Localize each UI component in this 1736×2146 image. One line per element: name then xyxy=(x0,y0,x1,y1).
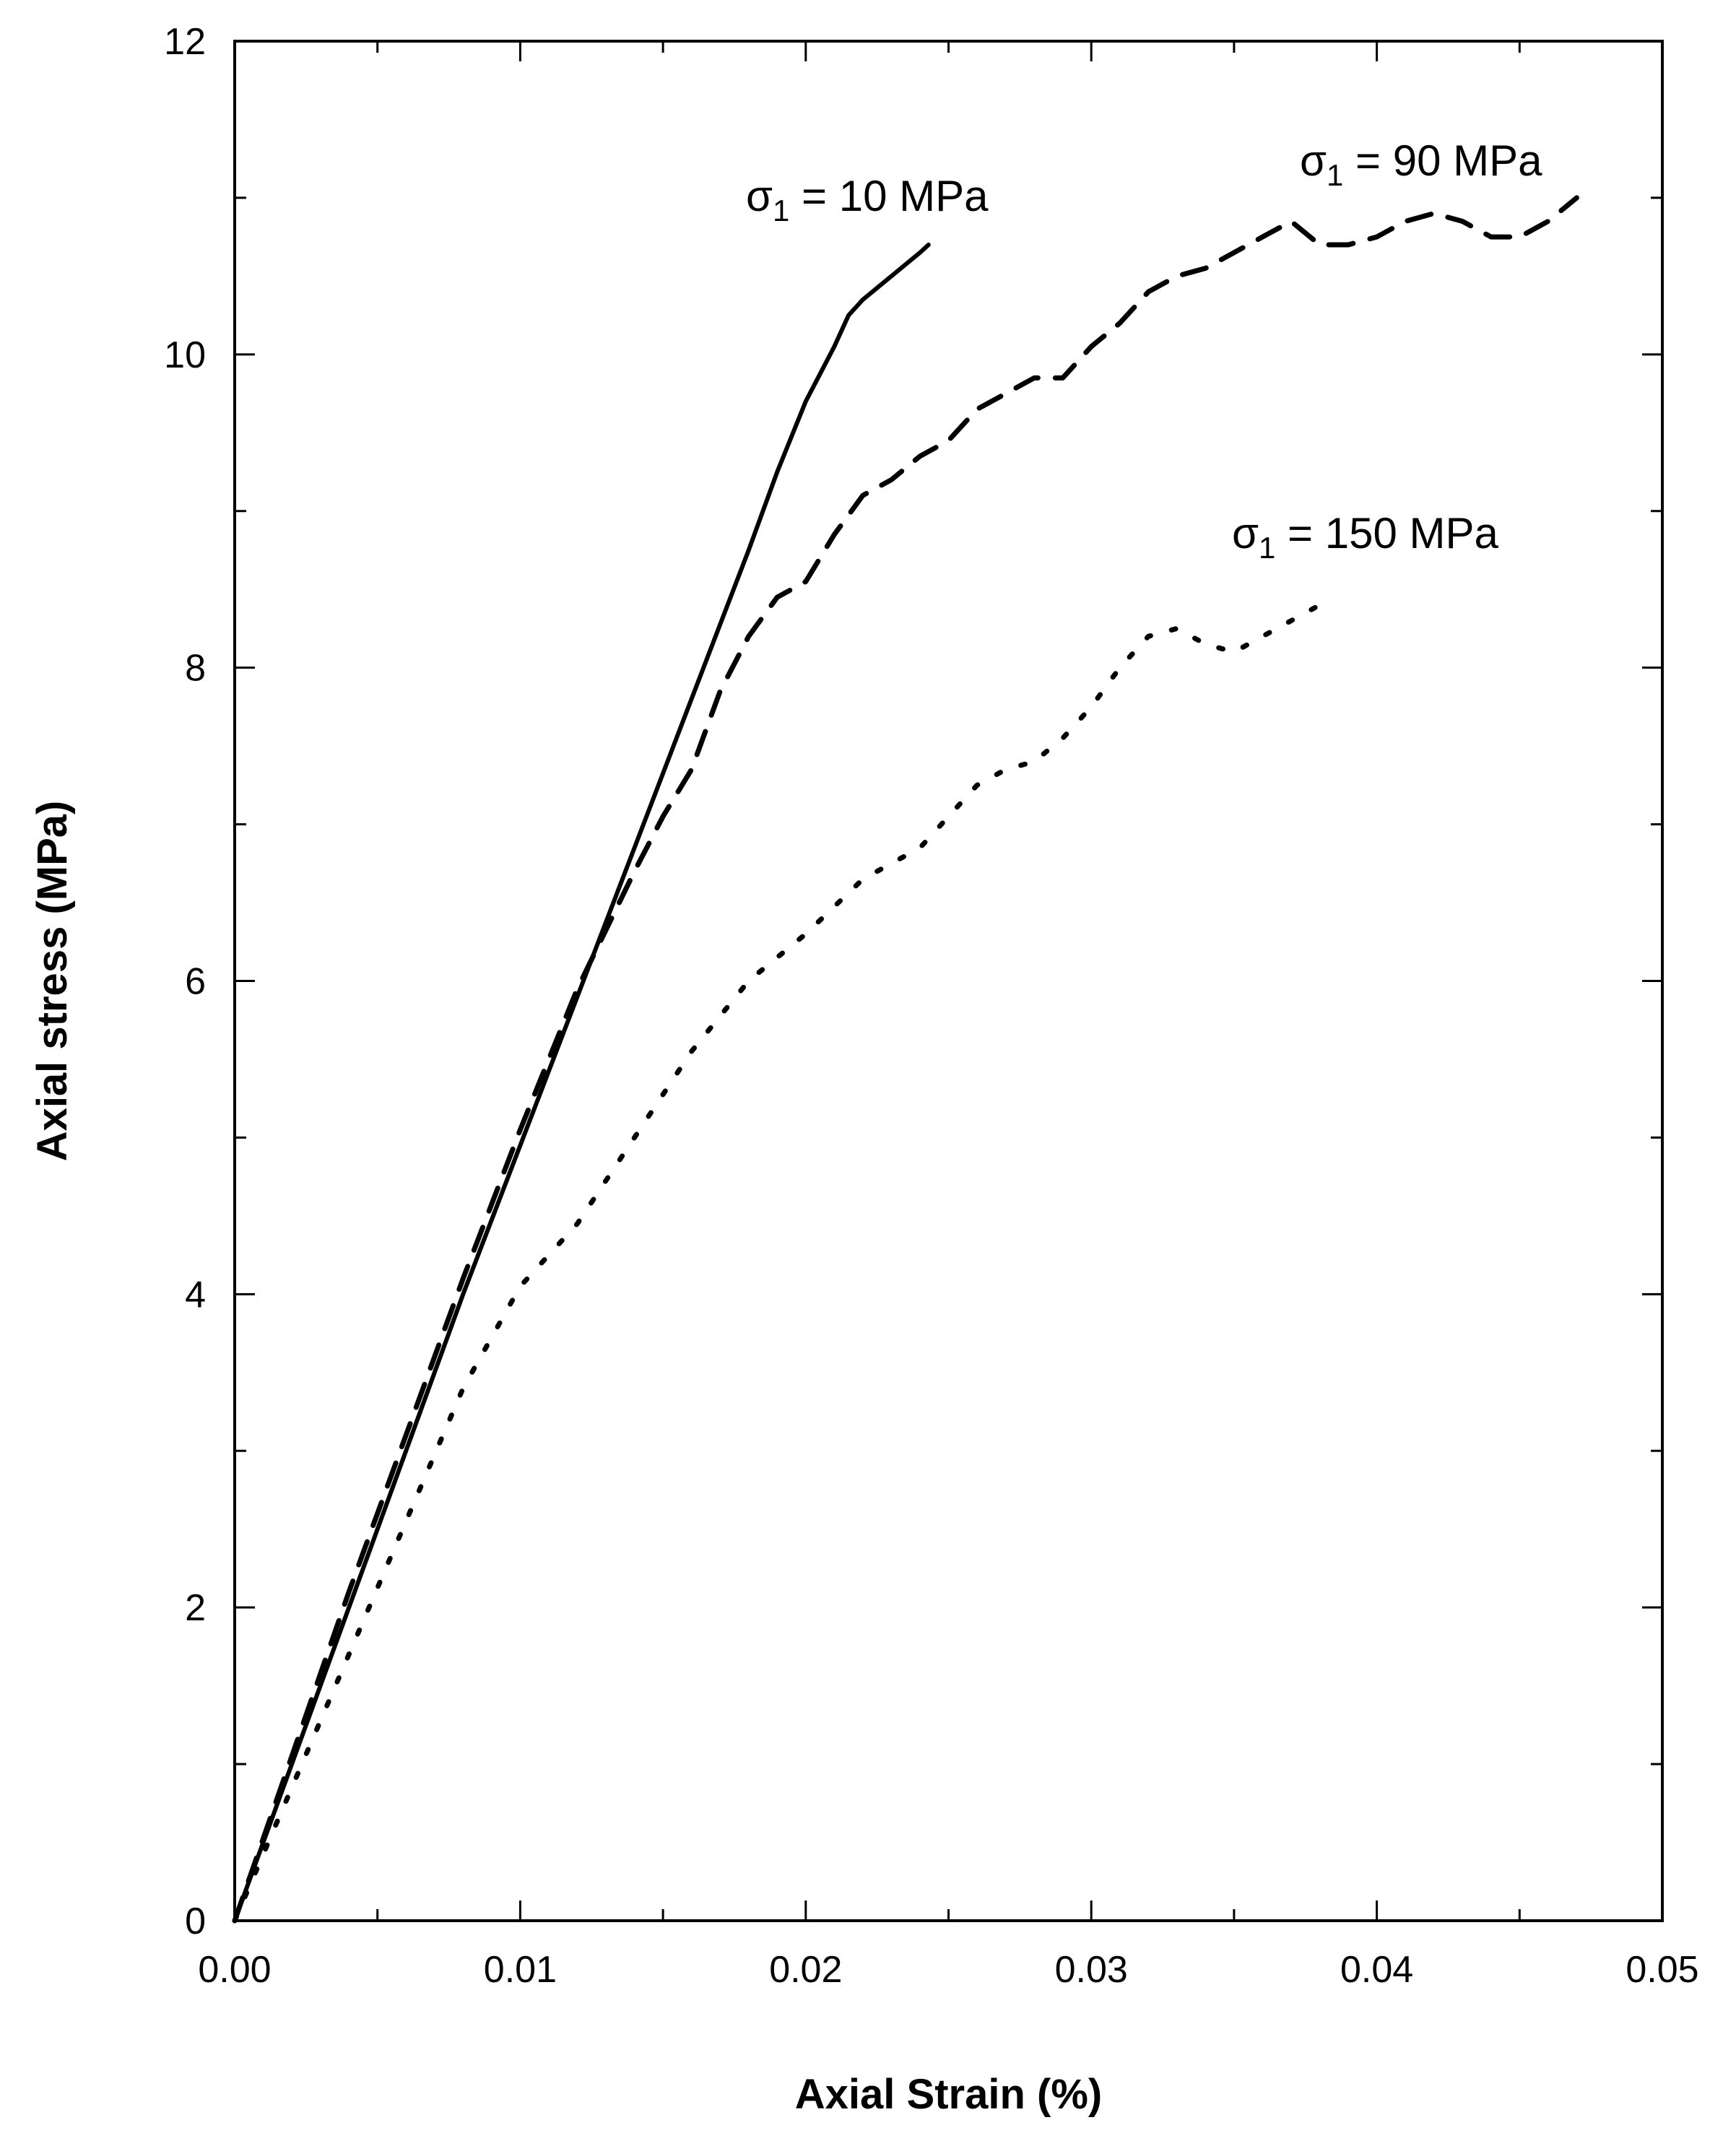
annotation-sigma-10: σ1 = 10 MPa xyxy=(746,172,989,227)
y-tick-label: 0 xyxy=(185,1900,206,1942)
tick-layer xyxy=(233,40,1664,1922)
x-axis-title: Axial Strain (%) xyxy=(795,2071,1102,2118)
y-tick-label: 4 xyxy=(185,1274,206,1316)
x-tick-label: 0.04 xyxy=(1340,1949,1413,1991)
series-line-2 xyxy=(232,594,1337,1924)
plot-frame xyxy=(233,40,1664,1922)
y-tick-label: 8 xyxy=(185,648,206,690)
annotation-sigma-150: σ1 = 150 MPa xyxy=(1232,509,1499,565)
series-line-0 xyxy=(233,243,931,1923)
y-tick-label: 2 xyxy=(185,1587,206,1629)
series-line-1 xyxy=(232,195,1579,1924)
x-tick-label: 0.03 xyxy=(1055,1949,1128,1991)
x-tick-label: 0.05 xyxy=(1626,1949,1698,1991)
y-tick-label: 10 xyxy=(164,334,206,376)
y-tick-label: 6 xyxy=(185,961,206,1003)
y-tick-label: 12 xyxy=(164,21,206,63)
x-tick-label: 0.01 xyxy=(484,1949,557,1991)
series-layer xyxy=(232,195,1579,1924)
x-tick-label: 0.00 xyxy=(198,1949,271,1991)
x-tick-label: 0.02 xyxy=(769,1949,842,1991)
annotation-sigma-90: σ1 = 90 MPa xyxy=(1300,136,1542,192)
label-layer: 0.00 0.01 0.02 0.03 0.04 0.05 0 2 4 6 8 10 12 xyxy=(164,21,1698,1991)
y-axis-title: Axial stress (MPa) xyxy=(29,801,76,1162)
